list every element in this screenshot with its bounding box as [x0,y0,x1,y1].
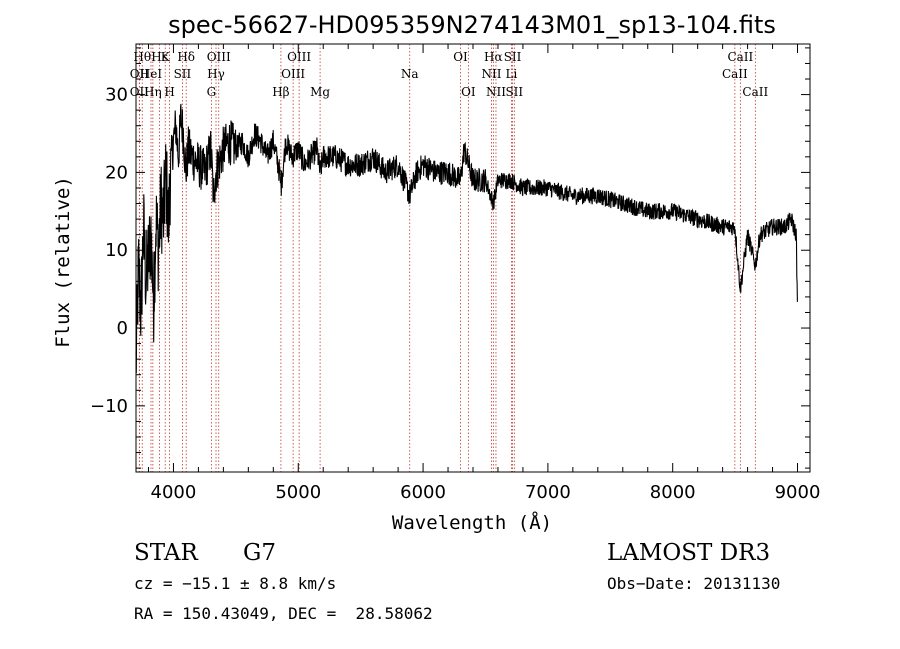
x-tick-label: 7000 [525,482,571,503]
line-label-3: Hη [144,85,162,99]
line-label-12: G [207,85,217,99]
line-label-23: SII [504,50,522,64]
survey-name: LAMOST DR3 [607,540,771,566]
line-label-15: OIII [281,67,305,81]
x-tick-label: 4000 [151,482,197,503]
line-label-9: Hδ [177,50,195,64]
line-label-4: HeI [140,67,163,81]
subclass: G7 [243,540,277,566]
line-label-7: H [164,85,174,99]
line-label-14: OIII [287,50,311,64]
line-label-13: Hβ [272,85,289,99]
x-tick-label: 8000 [650,482,696,503]
line-label-1: OII [130,85,150,99]
line-label-2: Hθ [133,50,151,64]
object-type: STAR [134,540,198,566]
line-label-17: Na [401,67,419,81]
redshift-cz: cz = −15.1 ± 8.8 km/s [134,574,337,593]
y-tick-label: −10 [90,396,128,417]
obs-date: Obs−Date: 20131130 [607,574,781,593]
y-tick-label: 10 [105,240,128,261]
line-label-8: SII [174,67,192,81]
spectrum-line [135,103,798,374]
line-label-28: CaII [742,85,768,99]
line-label-10: OIII [207,50,231,64]
plot-frame [135,43,811,473]
line-label-18: OI [453,50,468,64]
line-label-0: OII [130,67,150,81]
line-label-27: CaII [722,67,748,81]
line-label-11: Hγ [207,67,225,81]
line-label-22: NII [486,85,506,99]
line-label-24: Li [506,67,518,81]
x-axis-label: Wavelength (Å) [392,511,552,534]
x-tick-label: 9000 [775,482,821,503]
y-tick-label: 0 [117,318,128,339]
chart-title: spec-56627-HD095359N274143M01_sp13-104.f… [168,11,776,39]
line-label-26: CaII [727,50,753,64]
y-tick-label: 30 [105,85,128,106]
x-axis: 4000 5000 6000 7000 8000 9000 [147,44,821,503]
line-label-16: Mg [310,85,330,99]
line-label-21: NII [481,67,501,81]
spectral-line-markers [138,44,756,472]
x-tick-label: 6000 [400,482,446,503]
line-label-20: Hα [484,50,503,64]
line-label-5: Hε [151,50,168,64]
x-tick-label: 5000 [275,482,321,503]
line-label-25: SII [505,85,523,99]
coordinates: RA = 150.43049, DEC = 28.58062 [134,604,433,623]
y-tick-label: 20 [105,162,128,183]
line-label-19: OI [461,85,476,99]
y-axis-label: Flux (relative) [52,176,74,348]
y-axis: −10 0 10 20 30 [90,47,810,469]
line-label-6: K [161,50,171,64]
